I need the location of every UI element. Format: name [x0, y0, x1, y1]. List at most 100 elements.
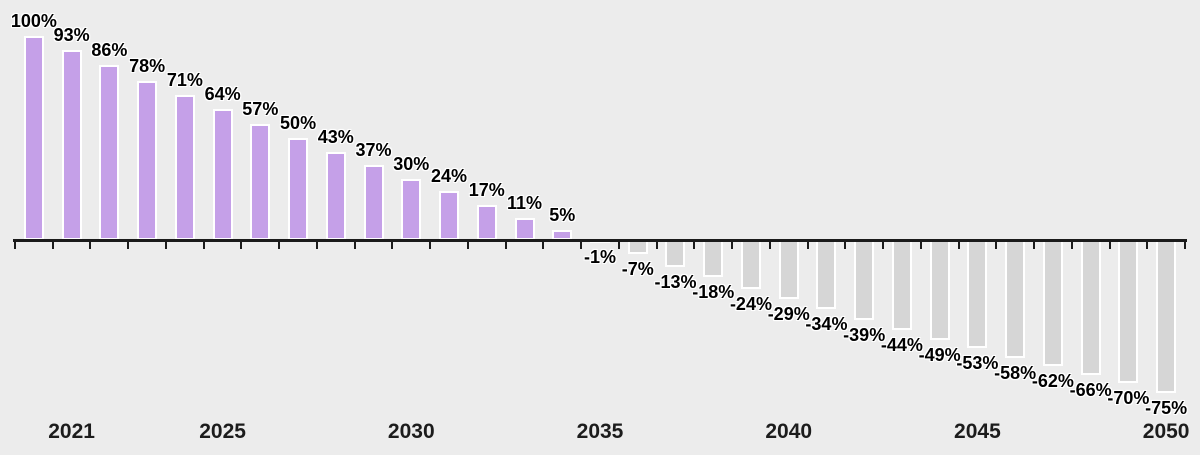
x-axis-tick — [542, 242, 545, 249]
positive-bar — [439, 191, 460, 240]
x-axis-tick — [693, 242, 696, 249]
bar-value-label: -75% — [1145, 398, 1188, 418]
negative-bar — [854, 239, 875, 320]
negative-bar — [778, 239, 799, 299]
x-axis-tick — [51, 242, 54, 249]
bar-value-label: 100% — [10, 11, 57, 31]
negative-bar — [703, 239, 724, 277]
bar-value-label: -49% — [918, 345, 961, 365]
x-axis-tick — [315, 242, 318, 249]
x-axis-tick — [731, 242, 734, 249]
bar-value-label: -34% — [805, 314, 848, 334]
bar-value-label: 24% — [431, 166, 468, 186]
x-axis-tick — [429, 242, 432, 249]
positive-bar — [137, 81, 158, 240]
bar-value-label: 64% — [204, 84, 241, 104]
x-axis-tick — [1070, 242, 1073, 249]
x-axis-tick — [240, 242, 243, 249]
bar-value-label: -18% — [692, 282, 735, 302]
positive-bar — [250, 124, 271, 240]
bar-value-label: 50% — [280, 113, 317, 133]
bar-value-label: -7% — [621, 259, 654, 279]
negative-bar — [967, 239, 988, 348]
x-axis-tick — [806, 242, 809, 249]
positive-bar — [23, 36, 44, 240]
x-axis-tick — [391, 242, 394, 249]
x-axis-tick — [844, 242, 847, 249]
negative-bar — [929, 239, 950, 340]
negative-bar — [1118, 239, 1139, 383]
x-axis-tick — [1108, 242, 1111, 249]
positive-bar — [514, 218, 535, 240]
negative-bar — [1080, 239, 1101, 375]
positive-bar — [99, 65, 120, 240]
positive-bar — [325, 152, 346, 240]
bar-value-label: 93% — [53, 25, 90, 45]
x-axis-tick — [1033, 242, 1036, 249]
positive-bar — [476, 205, 497, 240]
bar-value-label: -1% — [583, 247, 617, 267]
x-axis-year-label: 2025 — [199, 420, 246, 443]
x-axis-tick — [919, 242, 922, 249]
x-axis-tick — [504, 242, 507, 249]
x-axis-tick — [202, 242, 205, 249]
positive-bar — [212, 109, 233, 240]
bar-value-label: -66% — [1069, 380, 1112, 400]
negative-bar — [1156, 239, 1177, 393]
x-axis-tick — [995, 242, 998, 249]
x-axis-tick — [89, 242, 92, 249]
x-axis-year-label: 2040 — [765, 420, 813, 443]
x-axis-line — [13, 239, 1187, 242]
bar-value-label: 71% — [166, 70, 203, 90]
positive-bar — [363, 165, 384, 240]
x-axis-tick — [617, 242, 620, 249]
positive-bar — [174, 95, 195, 240]
negative-bar — [891, 239, 912, 330]
x-axis-tick — [278, 242, 281, 249]
x-axis-tick — [655, 242, 658, 249]
bar-value-label: -24% — [729, 294, 772, 314]
x-axis-tick — [1184, 242, 1186, 249]
bar-value-label: 57% — [242, 99, 279, 119]
x-axis-year-label: 2035 — [576, 420, 624, 443]
bar-value-label: 37% — [355, 140, 392, 160]
bar-value-label: -39% — [843, 325, 886, 345]
bar-value-label: -53% — [956, 353, 999, 373]
x-axis-tick — [164, 242, 167, 249]
bar-value-label: -44% — [880, 335, 923, 355]
bar-value-label: -29% — [767, 304, 810, 324]
negative-bar — [816, 239, 837, 309]
x-axis-tick — [580, 242, 583, 249]
bar-value-label: 30% — [393, 154, 430, 174]
x-axis-year-label: 2045 — [954, 420, 1001, 443]
negative-bar — [1005, 239, 1026, 358]
negative-bar — [1042, 239, 1063, 366]
bar-value-label: -13% — [654, 272, 697, 292]
x-axis-tick — [768, 242, 771, 249]
bar-value-label: 11% — [506, 193, 543, 213]
bar-value-label: -70% — [1107, 388, 1150, 408]
positive-bar — [288, 138, 309, 240]
x-axis-tick — [1146, 242, 1149, 249]
negative-bar — [665, 239, 686, 267]
bar-value-label: 86% — [91, 40, 128, 60]
x-axis-tick — [14, 242, 16, 249]
bar-value-label: 5% — [549, 205, 576, 225]
negative-bar — [740, 239, 761, 289]
x-axis-year-label: 2021 — [48, 420, 95, 443]
x-axis-tick — [882, 242, 885, 249]
x-axis-year-label: 2050 — [1142, 420, 1190, 443]
x-axis-tick — [957, 242, 960, 249]
x-axis-tick — [353, 242, 356, 249]
positive-bar — [61, 50, 82, 240]
x-axis-tick — [127, 242, 130, 249]
x-axis-year-label: 2030 — [387, 420, 435, 443]
bar-value-label: -58% — [994, 363, 1037, 383]
positive-bar — [401, 179, 422, 240]
bar-value-label: -62% — [1031, 371, 1074, 391]
bar-value-label: 43% — [317, 127, 354, 147]
bar-value-label: 78% — [129, 56, 166, 76]
x-axis-tick — [466, 242, 469, 249]
